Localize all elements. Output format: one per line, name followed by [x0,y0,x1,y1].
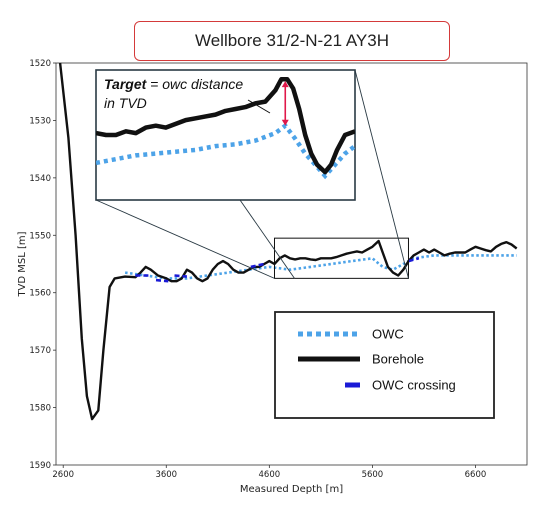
borehole-series-line [58,62,518,421]
legend-owc-label: OWC [372,327,404,342]
connector-line [354,69,409,279]
x-tick-label: 5600 [362,470,384,480]
main-plot-data [58,62,518,421]
y-tick-label: 1580 [29,404,51,414]
legend: OWC Borehole OWC crossing [274,311,495,419]
x-tick-label: 2600 [52,470,74,480]
annotation-pointer [247,99,271,114]
owc-crossing-segment [174,274,188,278]
y-tick-label: 1520 [29,59,51,69]
target-arrow-head-down [281,119,289,126]
annotation-target-word: Target [104,76,148,92]
main-axes: 2600 3600 4600 5600 6600 1520 1530 1540 1550 1560… [17,59,528,495]
legend-owc-crossing-label: OWC crossing [372,378,456,393]
zoom-region-box [273,237,409,279]
y-tick-label: 1590 [29,461,51,471]
connector-line [239,199,295,279]
owc-crossing-segment [250,262,265,269]
owc-crossing-segment [408,257,420,263]
inset-annotation-line2: in TVD [104,95,147,111]
x-tick-label: 3600 [155,470,177,480]
inset-annotation-line1: Target = owc distance [104,76,243,92]
annotation-rest: = owc distance [146,76,243,92]
inset-owc-line [96,122,355,180]
legend-borehole-label: Borehole [372,352,424,367]
x-tick-label: 6600 [465,470,487,480]
plot-frame [55,62,528,466]
legend-box [274,311,495,419]
owc-crossing-segment [155,278,169,283]
inset-borehole-line [96,77,355,175]
x-axis-label: Measured Depth [m] [240,484,343,495]
y-tick-label: 1560 [29,289,51,299]
connector-line [95,199,275,279]
target-arrow-head-up [281,81,289,88]
inset-frame [95,69,356,201]
inset-plot-data [96,77,355,180]
y-tick-label: 1550 [29,231,51,241]
y-tick-label: 1570 [29,346,51,356]
y-axis-label: TVD MSL [m] [17,231,28,297]
x-tick-label: 4600 [259,470,281,480]
inset-zoom-panel: Target = owc distance in TVD [95,69,356,201]
y-tick-label: 1530 [29,116,51,126]
inset-connectors [95,69,409,279]
chart-title: Wellbore 31/2-N-21 AY3H [134,21,450,61]
y-tick-label: 1540 [29,174,51,184]
